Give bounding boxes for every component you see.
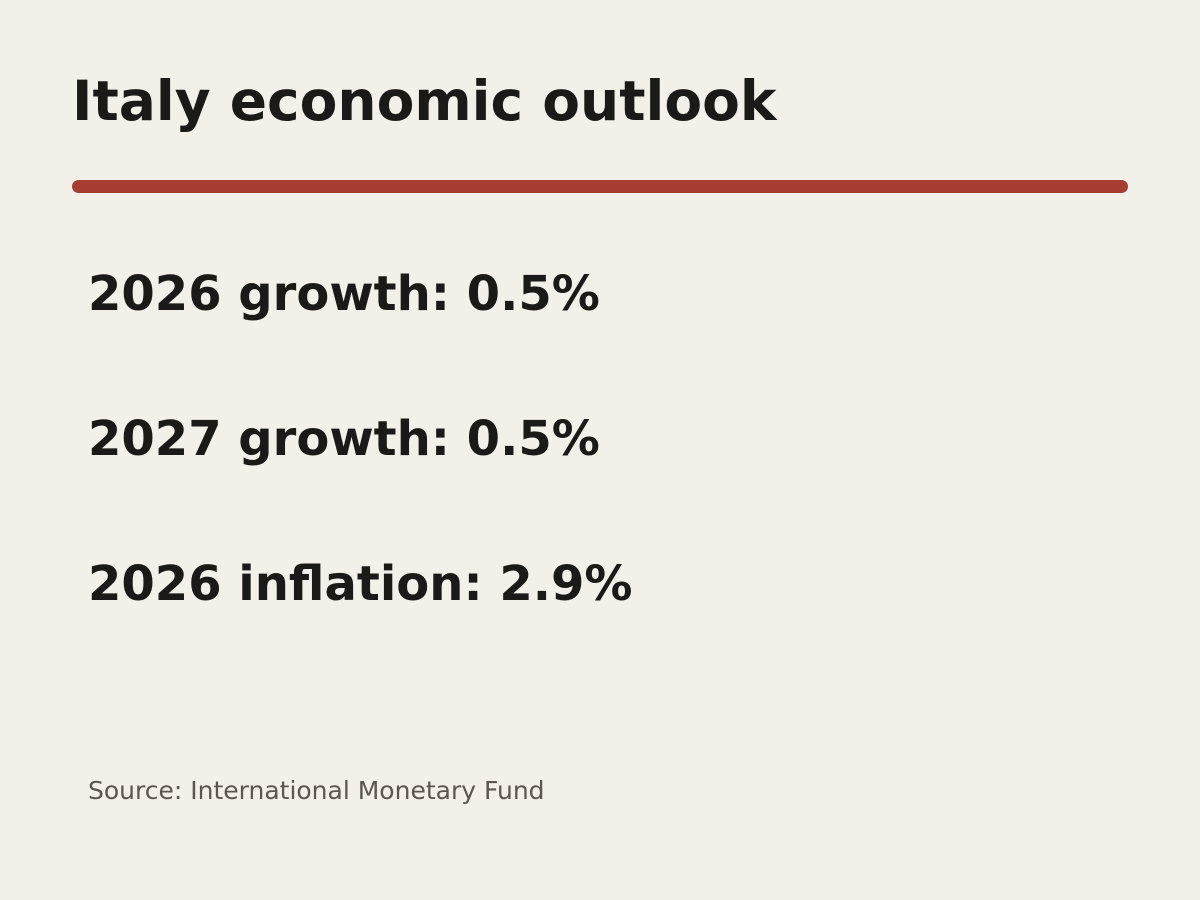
stat-list: 2026 growth: 0.5% 2027 growth: 0.5% 2026 i… (88, 262, 632, 697)
stat: 2027 growth: 0.5% (88, 411, 600, 467)
stat: 2026 growth: 0.5% (88, 266, 600, 322)
source: Source: International Monetary Fund (88, 776, 545, 805)
stat: 2026 inflation: 2.9% (88, 556, 633, 612)
divider (72, 180, 1128, 193)
title: Italy economic outlook (72, 69, 777, 133)
